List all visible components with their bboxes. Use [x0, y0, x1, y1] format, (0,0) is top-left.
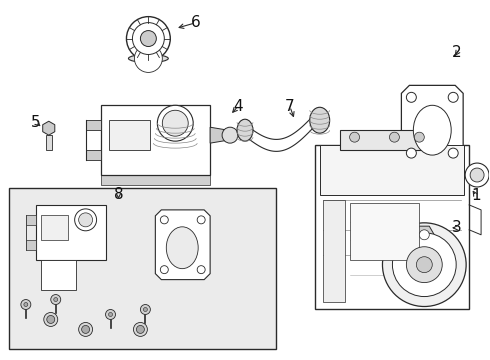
Bar [9, 188, 276, 349]
Ellipse shape [128, 54, 168, 62]
Polygon shape [401, 85, 463, 165]
Polygon shape [86, 150, 100, 160]
Polygon shape [26, 215, 36, 225]
Circle shape [383, 223, 466, 306]
Circle shape [105, 310, 116, 319]
Circle shape [144, 307, 147, 311]
Polygon shape [108, 120, 150, 150]
Circle shape [415, 132, 424, 142]
Circle shape [134, 45, 162, 72]
Circle shape [132, 23, 164, 54]
Circle shape [78, 323, 93, 336]
Polygon shape [100, 105, 210, 175]
Polygon shape [210, 127, 228, 143]
Polygon shape [36, 205, 105, 260]
Circle shape [21, 300, 31, 310]
Polygon shape [415, 226, 434, 243]
Circle shape [44, 312, 58, 327]
Circle shape [392, 233, 456, 297]
Ellipse shape [414, 105, 451, 155]
Circle shape [126, 17, 171, 60]
Circle shape [406, 92, 416, 102]
Circle shape [24, 302, 28, 306]
Polygon shape [340, 130, 439, 150]
Circle shape [222, 127, 238, 143]
Polygon shape [319, 145, 464, 195]
Ellipse shape [157, 105, 193, 141]
Ellipse shape [162, 110, 188, 136]
Polygon shape [26, 240, 36, 250]
Circle shape [141, 305, 150, 315]
Circle shape [197, 266, 205, 274]
Text: 6: 6 [191, 15, 201, 30]
Polygon shape [41, 260, 75, 289]
Circle shape [416, 257, 432, 273]
Circle shape [390, 132, 399, 142]
Polygon shape [41, 215, 68, 240]
Circle shape [419, 230, 429, 240]
Ellipse shape [237, 119, 253, 141]
Text: 8: 8 [114, 188, 123, 202]
Circle shape [470, 168, 484, 182]
Polygon shape [155, 210, 210, 280]
Text: 1: 1 [471, 188, 481, 203]
Polygon shape [323, 200, 344, 302]
Circle shape [54, 298, 58, 302]
Circle shape [406, 148, 416, 158]
Polygon shape [420, 245, 428, 257]
Polygon shape [86, 120, 100, 130]
Circle shape [448, 148, 458, 158]
Circle shape [133, 323, 147, 336]
Ellipse shape [166, 227, 198, 269]
Circle shape [419, 252, 429, 262]
Circle shape [108, 312, 113, 316]
Text: 2: 2 [452, 45, 462, 60]
Circle shape [82, 325, 90, 333]
Circle shape [51, 294, 61, 305]
Circle shape [197, 216, 205, 224]
Text: 4: 4 [233, 99, 243, 114]
Ellipse shape [310, 107, 330, 133]
Circle shape [349, 132, 360, 142]
Text: 7: 7 [285, 99, 294, 114]
Ellipse shape [78, 213, 93, 227]
Circle shape [47, 315, 55, 323]
Text: 5: 5 [31, 115, 41, 130]
Polygon shape [43, 121, 55, 135]
Circle shape [141, 31, 156, 46]
Polygon shape [349, 203, 419, 260]
Text: 3: 3 [452, 220, 462, 235]
Circle shape [406, 247, 442, 283]
Ellipse shape [74, 209, 97, 231]
Polygon shape [100, 115, 210, 185]
Polygon shape [46, 135, 52, 150]
Polygon shape [315, 145, 469, 310]
Circle shape [160, 266, 168, 274]
Circle shape [136, 325, 145, 333]
Circle shape [465, 163, 489, 187]
Circle shape [160, 216, 168, 224]
Circle shape [448, 92, 458, 102]
